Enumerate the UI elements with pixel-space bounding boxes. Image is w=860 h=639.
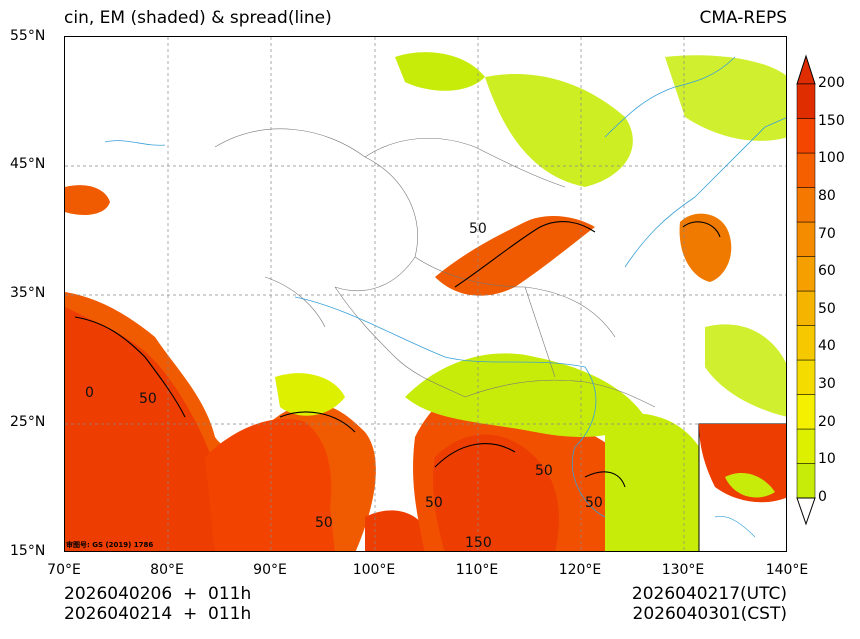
- colorbar-segment: [796, 118, 816, 154]
- contour-label: 50: [139, 391, 157, 407]
- lon-label-90: 90°E: [253, 562, 287, 578]
- rivers-coastline: [104, 56, 786, 518]
- lon-label-130: 130°E: [661, 562, 705, 578]
- lat-label-25: 25°N: [10, 414, 46, 430]
- colorbar-segment: [796, 290, 816, 326]
- map-approval-credit: 审图号: GS (2019) 1786: [66, 541, 154, 549]
- colorbar-tick-label: 40: [818, 338, 836, 355]
- province-borders: [214, 128, 656, 408]
- map-panel: 50 50 0 50 50 50 50 150: [64, 36, 787, 552]
- contour-label: 50: [585, 495, 603, 511]
- colorbar-tick-label: 20: [818, 413, 836, 430]
- colorbar-tick-label: 0: [818, 489, 827, 505]
- lat-lon-grid: [65, 37, 786, 551]
- colorbar-segment: [796, 221, 816, 257]
- spread-contours: [74, 221, 721, 488]
- colorbar-tick-label: 200: [818, 75, 845, 91]
- lat-label-55: 55°N: [10, 28, 46, 44]
- contour-label: 0: [85, 385, 94, 401]
- valid-time-utc: 2026040217(UTC): [631, 584, 787, 604]
- lon-label-140: 140°E: [765, 562, 809, 578]
- lat-label-15: 15°N: [10, 543, 46, 559]
- lon-label-120: 120°E: [558, 562, 602, 578]
- colorbar-segment: [796, 428, 816, 464]
- contour-label: 50: [535, 463, 553, 479]
- contour-label: 50: [425, 495, 443, 511]
- lon-label-110: 110°E: [455, 562, 499, 578]
- colorbar-tick-label: 10: [818, 451, 836, 468]
- map-canvas: 50 50 0 50 50 50 50 150: [65, 37, 786, 551]
- colorbar-tick-label: 60: [818, 263, 836, 280]
- colorbar: [796, 54, 816, 526]
- colorbar-segment: [796, 83, 816, 119]
- model-name: CMA-REPS: [699, 8, 787, 28]
- colorbar-segment: [796, 325, 816, 361]
- colorbar-segment: [796, 394, 816, 430]
- lon-label-100: 100°E: [352, 562, 396, 578]
- lon-label-70: 70°E: [47, 562, 81, 578]
- colorbar-tick-label: 100: [818, 150, 845, 167]
- lon-label-80: 80°E: [150, 562, 184, 578]
- colorbar-segment: [796, 463, 816, 499]
- colorbar-tick-label: 70: [818, 225, 836, 242]
- colorbar-over-arrow: [796, 54, 816, 85]
- colorbar-under-arrow: [796, 497, 816, 526]
- contour-label-group: 50 50 0 50 50 50 50 150: [85, 221, 603, 551]
- colorbar-segment: [796, 152, 816, 188]
- south-china-sea-inset: [698, 423, 786, 551]
- lat-label-35: 35°N: [10, 285, 46, 301]
- contour-label: 150: [465, 535, 492, 551]
- contour-label: 50: [469, 221, 487, 237]
- valid-time-cst: 2026040301(CST): [632, 604, 787, 624]
- colorbar-segment: [796, 187, 816, 223]
- colorbar-segments: [796, 83, 816, 499]
- colorbar-tick-label: 50: [818, 300, 836, 317]
- colorbar-tick-label: 150: [818, 112, 845, 129]
- colorbar-tick-label: 80: [818, 187, 836, 204]
- map-title: cin, EM (shaded) & spread(line): [64, 8, 332, 28]
- contour-label: 50: [315, 515, 333, 531]
- cin-low-field: [275, 52, 786, 551]
- init-time-line-1: 2026040206 + 011h: [64, 584, 252, 604]
- lat-label-45: 45°N: [10, 156, 46, 172]
- colorbar-tick-label: 30: [818, 376, 836, 393]
- colorbar-segment: [796, 359, 816, 395]
- colorbar-segment: [796, 256, 816, 292]
- init-time-line-2: 2026040214 + 011h: [64, 604, 252, 624]
